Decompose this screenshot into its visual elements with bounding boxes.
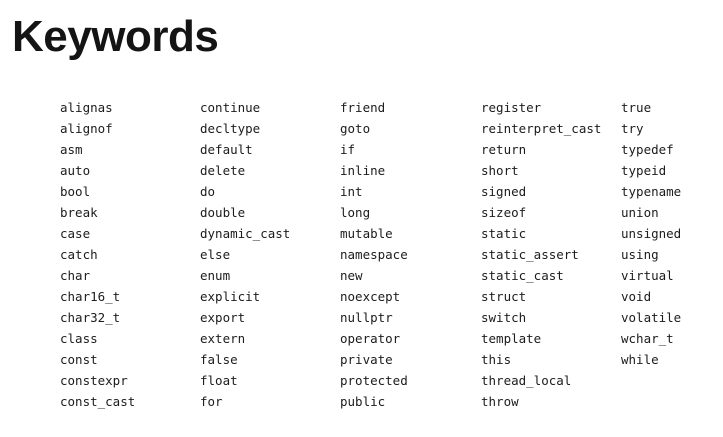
- keyword-item: this: [481, 352, 512, 367]
- keyword-table: alignas alignof asm auto bool break case catch c…: [60, 97, 711, 412]
- keyword-item: try: [621, 121, 644, 136]
- keyword-item: char32_t: [60, 310, 121, 325]
- keyword-item: friend: [340, 100, 386, 115]
- keyword-item: long: [340, 205, 371, 220]
- keyword-item: switch: [481, 310, 527, 325]
- keyword-column: friend goto if inline int long mutable namespac…: [340, 97, 481, 412]
- keyword-item: if: [340, 142, 356, 157]
- keyword-item: double: [200, 205, 246, 220]
- keyword-item: thread_local: [481, 373, 572, 388]
- keyword-item: explicit: [200, 289, 261, 304]
- page-title: Keywords: [12, 12, 219, 61]
- keyword-item: mutable: [340, 226, 393, 241]
- keyword-item: typedef: [621, 142, 674, 157]
- keyword-item: operator: [340, 331, 401, 346]
- keyword-item: void: [621, 289, 652, 304]
- keyword-item: protected: [340, 373, 408, 388]
- keyword-item: asm: [60, 142, 83, 157]
- keyword-item: public: [340, 394, 386, 409]
- keyword-item: while: [621, 352, 659, 367]
- keyword-item: unsigned: [621, 226, 682, 241]
- keyword-item: const: [60, 352, 98, 367]
- keyword-item: nullptr: [340, 310, 393, 325]
- keyword-item: reinterpret_cast: [481, 121, 602, 136]
- keyword-item: typename: [621, 184, 682, 199]
- keyword-item: float: [200, 373, 238, 388]
- keyword-item: wchar_t: [621, 331, 674, 346]
- keyword-item: short: [481, 163, 519, 178]
- keyword-item: auto: [60, 163, 91, 178]
- keyword-item: bool: [60, 184, 91, 199]
- keyword-item: dynamic_cast: [200, 226, 291, 241]
- keyword-item: private: [340, 352, 393, 367]
- keyword-item: default: [200, 142, 253, 157]
- keyword-item: extern: [200, 331, 246, 346]
- keyword-column: true try typedef typeid typename union unsigne…: [621, 97, 711, 412]
- keyword-item: break: [60, 205, 98, 220]
- keyword-item: char16_t: [60, 289, 121, 304]
- keyword-item: alignof: [60, 121, 113, 136]
- keyword-item: new: [340, 268, 363, 283]
- keyword-item: char: [60, 268, 91, 283]
- keyword-item: volatile: [621, 310, 682, 325]
- keyword-item: int: [340, 184, 363, 199]
- keyword-item: case: [60, 226, 91, 241]
- keyword-item: signed: [481, 184, 527, 199]
- keyword-item: goto: [340, 121, 371, 136]
- keyword-item: static_assert: [481, 247, 579, 262]
- keyword-item: constexpr: [60, 373, 128, 388]
- keyword-item: namespace: [340, 247, 408, 262]
- keyword-item: sizeof: [481, 205, 527, 220]
- keyword-item: virtual: [621, 268, 674, 283]
- keyword-item: union: [621, 205, 659, 220]
- keyword-item: catch: [60, 247, 98, 262]
- keyword-item: using: [621, 247, 659, 262]
- keyword-item: false: [200, 352, 238, 367]
- keyword-item: register: [481, 100, 542, 115]
- keyword-item: static_cast: [481, 268, 564, 283]
- keyword-column: continue decltype default delete do double dyn…: [200, 97, 340, 412]
- keyword-item: static: [481, 226, 527, 241]
- keyword-item: alignas: [60, 100, 113, 115]
- keyword-item: class: [60, 331, 98, 346]
- keyword-item: typeid: [621, 163, 667, 178]
- keyword-item: continue: [200, 100, 261, 115]
- keyword-item: do: [200, 184, 216, 199]
- keyword-item: return: [481, 142, 527, 157]
- keyword-item: inline: [340, 163, 386, 178]
- keyword-item: enum: [200, 268, 231, 283]
- keyword-item: delete: [200, 163, 246, 178]
- keyword-item: template: [481, 331, 542, 346]
- keyword-item: const_cast: [60, 394, 136, 409]
- keyword-item: for: [200, 394, 223, 409]
- keyword-item: else: [200, 247, 231, 262]
- keyword-item: true: [621, 100, 652, 115]
- keyword-item: struct: [481, 289, 527, 304]
- keyword-item: decltype: [200, 121, 261, 136]
- keyword-item: noexcept: [340, 289, 401, 304]
- keyword-column: alignas alignof asm auto bool break case catch c…: [60, 97, 200, 412]
- keyword-item: throw: [481, 394, 519, 409]
- keyword-item: export: [200, 310, 246, 325]
